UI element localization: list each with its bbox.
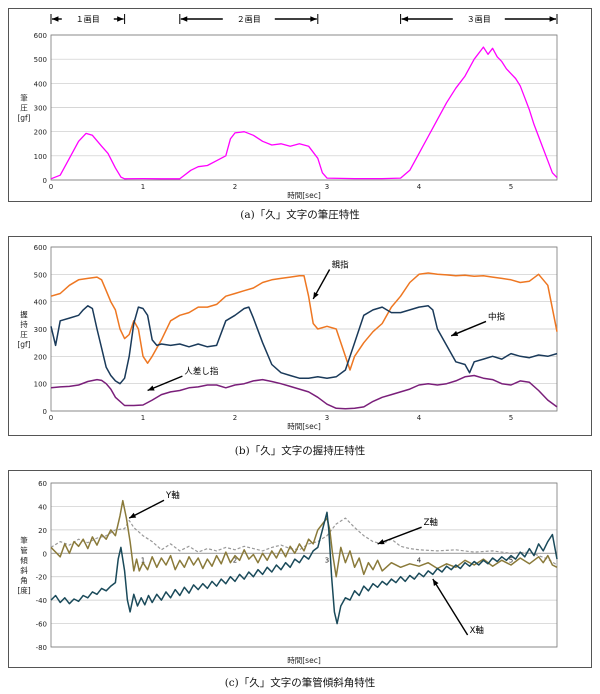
chart-a-stroke-range-arrow-left-head [52,16,59,22]
chart-b-x-tick-label: 4 [417,414,422,422]
chart-c-annotation-arrow-head [432,579,439,586]
chart-a-y-tick-label: 400 [34,80,47,88]
chart-b-annotation-arrow-head [147,385,155,391]
chart-b-series-annotation: 中指 [488,311,506,322]
chart-a-stroke-label: ２画目 [237,15,261,24]
chart-c-annotation-arrow-shaft [377,526,422,545]
chart-a-stroke-label: ３画目 [467,15,491,24]
chart-a-y-tick-label: 100 [34,153,47,161]
chart-b-y-axis-label: [gf] [17,340,30,349]
chart-b-x-tick-label: 2 [233,414,237,422]
chart-c-plot-frame [50,482,558,648]
chart-a-x-tick-label: 5 [509,183,513,191]
chart-b-x-tick-label: 3 [325,414,329,422]
chart-c-annotation-arrow-head [129,512,137,519]
chart-c-series-annotation: Z軸 [424,517,438,528]
chart-a-x-tick-label: 4 [417,183,422,191]
chart-c-x-tick-label: 2 [233,556,237,564]
chart-b-y-tick-label: 500 [34,271,47,279]
chart-a-x-tick-label: 3 [325,183,329,191]
chart-b-y-tick-label: 400 [34,299,47,307]
pen-pressure-chart-panel: 0 100 200 300 400 500 600 0 1 2 3 4 5 筆圧 [gf] 時間[sec] １画… [8,8,592,202]
chart-c-y-axis-label: [度] [17,585,30,595]
chart-c-annotation-arrow-head [377,539,385,545]
chart-b-annotation-arrow-head [313,291,319,299]
chart-c-y-tick-label: 20 [38,527,47,535]
chart-c-x-tick-label: 1 [141,556,145,564]
grip-pressure-caption: (b)「久」文字の握持圧特性 [234,445,366,457]
pen-tilt-caption: (c)「久」文字の筆管傾斜角特性 [224,677,376,689]
chart-a-x-tick-label: 0 [49,183,53,191]
chart-c-series-2-line [50,499,558,578]
pen-pressure-caption: (a)「久」文字の筆圧特性 [240,209,360,221]
chart-b-series-1-line [50,272,558,371]
chart-c-series-3-line [50,511,558,625]
chart-c-y-axis-label: 管 [20,545,28,555]
chart-a-stroke-range-arrow-right-head [549,16,556,22]
chart-b-y-tick-label: 600 [34,244,47,252]
chart-c-x-axis-label: 時間[sec] [287,656,321,665]
grip-pressure-chart: 0 100 200 300 400 500 600 0 1 2 3 4 5 握持圧[gf] 時間[sec] 親… [17,244,558,431]
chart-c-annotation-arrow-shaft [432,578,469,636]
chart-c-series-annotation: X軸 [470,625,484,636]
chart-b-y-tick-label: 300 [34,326,47,334]
chart-b-series-annotation: 親指 [332,260,350,271]
chart-a-y-axis-label: 筆 [20,93,28,103]
chart-b-x-tick-label: 0 [49,414,53,422]
chart-c-y-tick-label: 60 [38,480,47,488]
chart-c-y-axis-label: 角 [20,575,28,585]
chart-b-x-tick-label: 1 [141,414,145,422]
chart-a-y-tick-label: 500 [34,56,47,64]
chart-b-y-tick-label: 0 [43,408,47,416]
chart-b-y-tick-label: 200 [34,353,47,361]
chart-c-annotation-arrow-shaft [128,499,165,519]
chart-a-stroke-range-arrow-right-head [310,16,317,22]
chart-c-x-tick-label: 5 [509,556,513,564]
chart-a-stroke-range-arrow-right-head [117,16,124,22]
chart-a-x-tick-label: 2 [233,183,237,191]
chart-b-y-axis-label: 圧 [20,330,28,339]
pen-tilt-chart: -80 -60 -40 -20 0 20 40 60 1 2 3 4 5 筆管傾斜角[度] 時間[sec] Y… [17,480,558,665]
chart-b-series-annotation: 人差し指 [184,366,219,377]
chart-c-y-tick-label: 0 [43,550,47,558]
chart-c-y-axis-label: 筆 [20,535,28,545]
chart-a-series-1-line [50,46,558,180]
chart-b-x-axis-label: 時間[sec] [287,422,321,431]
grip-pressure-chart-panel: 0 100 200 300 400 500 600 0 1 2 3 4 5 握持圧 [gf] 時間[sec] 親… [8,236,592,436]
chart-b-x-tick-label: 5 [509,414,513,422]
chart-b-annotation-arrow-head [451,330,459,336]
chart-c-y-axis-label: 傾 [20,556,28,565]
chart-b-series-2-line [50,305,558,385]
chart-a-y-tick-label: 600 [34,32,47,40]
chart-c-y-tick-label: -20 [36,574,47,582]
chart-a-stroke-label: １画目 [76,15,100,24]
chart-c-x-tick-label: 3 [325,556,329,564]
chart-a-y-tick-label: 200 [34,129,47,137]
chart-c-y-axis-label: 斜 [20,565,28,575]
chart-b-y-axis-label: 握 [20,309,28,319]
chart-a-stroke-range-arrow-left-head [401,16,409,22]
chart-a-y-tick-label: 0 [43,177,47,185]
chart-a-y-axis-label: 圧 [20,104,28,113]
chart-a-y-tick-label: 300 [34,105,47,113]
chart-c-x-tick-label: 4 [417,556,422,564]
chart-b-series-3-line [50,374,558,410]
chart-b-y-axis-label: 持 [20,319,28,329]
chart-c-y-tick-label: -80 [36,644,47,652]
chart-c-y-tick-label: -40 [36,597,47,605]
chart-a-stroke-range-arrow-left-head [180,16,188,22]
chart-a-y-axis-label: [gf] [17,114,30,123]
chart-a-x-axis-label: 時間[sec] [287,191,321,200]
chart-c-series-annotation: Y軸 [165,490,180,501]
chart-b-y-tick-label: 100 [34,381,47,389]
pen-pressure-chart: 0 100 200 300 400 500 600 0 1 2 3 4 5 筆圧[gf] 時間[sec] １画… [17,14,558,200]
chart-a-plot-frame [50,34,558,181]
chart-a-x-tick-label: 1 [141,183,145,191]
chart-c-y-tick-label: 40 [38,503,47,511]
chart-c-y-tick-label: -60 [36,621,47,629]
chart-c-series-1-line [50,517,558,566]
pen-tilt-chart-panel: -80 -60 -40 -20 0 20 40 60 1 2 3 4 5 筆管傾斜角 [度] 時間[sec] Y… [8,470,592,668]
